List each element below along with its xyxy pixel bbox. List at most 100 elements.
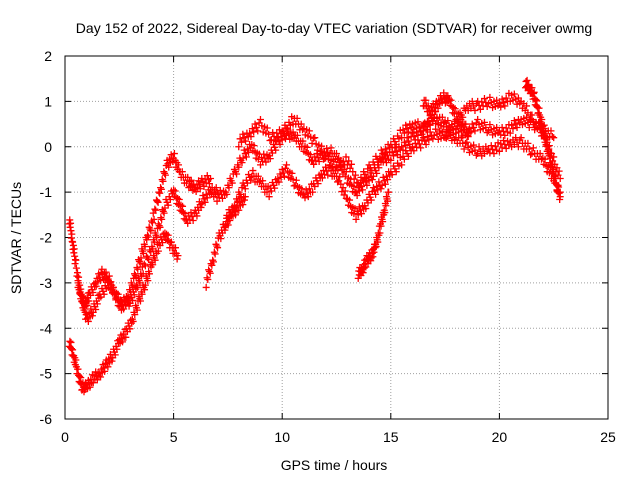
data-point-marker: [486, 121, 494, 129]
data-point-marker: [429, 117, 437, 125]
data-point-marker: [248, 125, 256, 133]
data-point-marker: [362, 205, 370, 213]
data-point-marker: [421, 137, 429, 145]
y-tick-label: 2: [44, 48, 52, 64]
data-point-marker: [353, 192, 361, 200]
data-point-marker: [276, 170, 284, 178]
data-point-marker: [236, 135, 244, 143]
data-point-marker: [346, 196, 354, 204]
data-point-marker: [111, 351, 119, 359]
data-point-marker: [137, 254, 145, 262]
data-point-marker: [474, 116, 482, 124]
data-point-marker: [284, 127, 292, 135]
data-point-marker: [151, 205, 159, 213]
data-point-marker: [72, 256, 80, 264]
data-point-marker: [66, 216, 74, 224]
data-point-marker: [241, 150, 249, 158]
data-point-marker: [131, 311, 139, 319]
data-point-marker: [464, 133, 472, 141]
data-point-marker: [85, 297, 93, 305]
data-point-marker: [530, 88, 538, 96]
data-point-marker: [193, 212, 201, 220]
data-point-marker: [368, 176, 376, 184]
data-point-marker: [136, 259, 144, 267]
data-point-marker: [86, 383, 94, 391]
data-point-marker: [74, 365, 82, 373]
data-point-marker: [89, 289, 97, 297]
data-point-marker: [342, 168, 350, 176]
data-point-marker: [226, 216, 234, 224]
data-point-marker: [170, 150, 178, 158]
data-point-marker: [256, 116, 264, 124]
data-point-marker: [510, 117, 518, 125]
data-point-marker: [376, 154, 384, 162]
data-point-marker: [324, 171, 332, 179]
data-point-marker: [235, 143, 243, 151]
data-point-marker: [475, 143, 483, 151]
data-point-marker: [352, 171, 360, 179]
data-point-marker: [497, 103, 505, 111]
data-point-marker: [242, 153, 250, 161]
data-point-marker: [210, 258, 218, 266]
data-point-marker: [548, 133, 556, 141]
data-point-marker: [72, 356, 80, 364]
data-point-marker: [460, 145, 468, 153]
data-point-marker: [173, 255, 181, 263]
data-point-marker: [426, 128, 434, 136]
data-point-marker: [156, 189, 164, 197]
data-point-marker: [498, 95, 506, 103]
data-point-marker: [206, 269, 214, 277]
data-point-marker: [266, 155, 274, 163]
data-point-marker: [241, 193, 249, 201]
data-point-marker: [239, 130, 247, 138]
data-point-marker: [202, 283, 210, 291]
data-point-marker: [356, 206, 364, 214]
y-tick-label: -4: [40, 320, 53, 336]
data-point-marker: [550, 134, 558, 142]
data-point-marker: [556, 193, 564, 201]
data-point-marker: [167, 238, 175, 246]
data-point-marker: [276, 140, 284, 148]
data-point-marker: [352, 215, 360, 223]
data-point-marker: [399, 126, 407, 134]
data-point-marker: [145, 270, 153, 278]
data-point-marker: [170, 186, 178, 194]
data-point-marker: [379, 150, 387, 158]
data-point-marker: [422, 96, 430, 104]
data-point-marker: [431, 108, 439, 116]
data-point-marker: [471, 106, 479, 114]
data-point-marker: [172, 244, 180, 252]
data-point-marker: [305, 127, 313, 135]
data-point-marker: [377, 185, 385, 193]
data-point-marker: [151, 256, 159, 264]
data-point-marker: [164, 201, 172, 209]
data-point-marker: [523, 102, 531, 110]
data-point-marker: [462, 120, 470, 128]
data-point-marker: [304, 193, 312, 201]
data-point-marker: [92, 282, 100, 290]
data-point-marker: [243, 145, 251, 153]
data-point-marker: [240, 196, 248, 204]
data-point-marker: [274, 175, 282, 183]
data-point-marker: [92, 306, 100, 314]
data-point-marker: [422, 140, 430, 148]
data-point-marker: [495, 100, 503, 108]
data-point-marker: [109, 283, 117, 291]
data-point-marker: [144, 233, 152, 241]
data-point-marker: [240, 134, 248, 142]
data-point-marker: [382, 202, 390, 210]
data-point-marker: [247, 133, 255, 141]
data-point-marker: [157, 185, 165, 193]
data-point-marker: [159, 177, 167, 185]
data-point-marker: [398, 143, 406, 151]
data-point-marker: [283, 161, 291, 169]
data-point-marker: [444, 117, 452, 125]
data-point-marker: [417, 144, 425, 152]
data-point-marker: [225, 184, 233, 192]
data-point-marker: [330, 157, 338, 165]
data-point-marker: [541, 155, 549, 163]
data-point-marker: [187, 176, 195, 184]
data-point-marker: [384, 197, 392, 205]
data-point-marker: [314, 180, 322, 188]
data-point-marker: [72, 264, 80, 272]
